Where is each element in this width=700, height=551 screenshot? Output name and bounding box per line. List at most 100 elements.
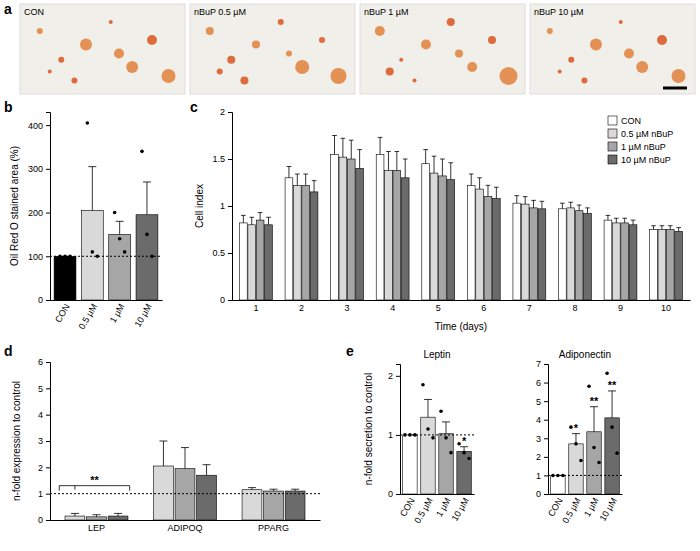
error-bar [668,226,673,230]
bar [87,517,107,520]
y-axis: 00.511.52 [212,107,232,305]
y-tick-label: 200 [28,208,43,218]
y-tick-label: 100 [28,252,43,262]
error-bar [203,465,211,476]
plot-marks [50,441,320,520]
bar [265,225,273,300]
significance-label: ** [90,474,99,486]
lipid-droplet [455,50,463,58]
error-bar [386,151,391,170]
error-bar [432,156,437,173]
lipid-droplet [58,57,64,63]
y-tick: 300 [28,164,50,174]
data-point [118,237,122,241]
error-bar [241,215,246,223]
y-tick-label: 1 [536,471,541,481]
y-tick-label: 1 [388,430,393,440]
y-tick-label: 0.5 [212,248,225,258]
bar [439,176,447,300]
plot-marks [400,383,474,494]
y-tick: 0 [536,489,548,499]
y-tick-mark [544,438,548,439]
x-tick-label: 3 [345,303,350,313]
y-axis-line [46,113,51,301]
y-tick-mark [228,300,232,301]
error-bar [560,203,565,209]
lipid-droplet [375,26,385,36]
scale-bar [663,87,687,90]
y-tick-mark [228,206,232,207]
x-tick: 0.5 µM [77,302,100,331]
bar [605,418,619,494]
y-tick: 1 [220,201,232,211]
x-tick: 10 [661,303,671,313]
y-tick-mark [46,494,50,495]
data-point [615,451,619,455]
x-tick: 10 µM [598,496,619,523]
legend-swatch [608,155,617,164]
data-point [605,371,609,375]
error-bar [270,489,278,491]
data-point [439,409,443,413]
lipid-droplet [147,35,157,45]
x-tick-label: PPARG [258,523,289,533]
bar [293,185,301,300]
y-tick-label: 0 [38,295,43,305]
bar [513,203,521,300]
error-bar [332,136,337,155]
y-tick-label: 3 [536,434,541,444]
lipid-droplet [399,58,403,62]
y-tick-mark [544,364,548,365]
error-bar [460,447,468,452]
lipid-droplet [657,35,667,45]
bar [604,220,612,300]
y-tick-mark [228,159,232,160]
bar [492,198,500,300]
y-tick: 5 [536,397,548,407]
lipid-droplet [558,70,562,74]
error-bar [651,226,656,230]
error-bar [143,182,151,215]
y-tick-mark [46,415,50,416]
x-tick: LEP [88,523,105,533]
x-tick-label: 5 [436,303,441,313]
error-bar [608,391,616,418]
x-tick: 1 µM [582,496,601,518]
data-point [113,211,117,215]
error-bar [448,163,453,180]
lipid-droplet [227,56,235,64]
x-tick: 6 [481,303,486,313]
legend-label: CON [621,116,641,126]
bar [447,180,455,300]
bar [476,189,484,300]
bar [569,444,583,494]
y-tick-mark [46,441,50,442]
bar [109,234,131,300]
x-tick-label: 1 µM [434,496,453,518]
data-point [91,250,95,254]
error-bar [403,159,408,178]
significance-bracket [59,486,129,491]
bar [240,223,248,300]
x-tick-label: 7 [527,303,532,313]
x-tick-label: 10 µM [450,496,471,523]
y-tick: 6 [536,378,548,388]
x-axis-line [401,494,475,495]
panel-label: c [190,99,198,115]
data-point [597,461,601,465]
y-tick-label: 7 [536,359,541,369]
bar [302,185,310,300]
bar [551,475,565,494]
error-bar [477,178,482,189]
micrograph: nBuP 0.5 µM [190,4,355,94]
y-axis-line [396,365,401,495]
x-axis-line [51,300,163,301]
plot-marks [548,371,622,494]
y-tick-mark [544,475,548,476]
lipid-droplet [252,41,260,49]
x-tick: 2 [299,303,304,313]
y-tick-label: 6 [536,378,541,388]
bar [675,231,683,300]
lipid-droplet [412,79,416,83]
x-tick: 0.5 µM [560,496,583,525]
